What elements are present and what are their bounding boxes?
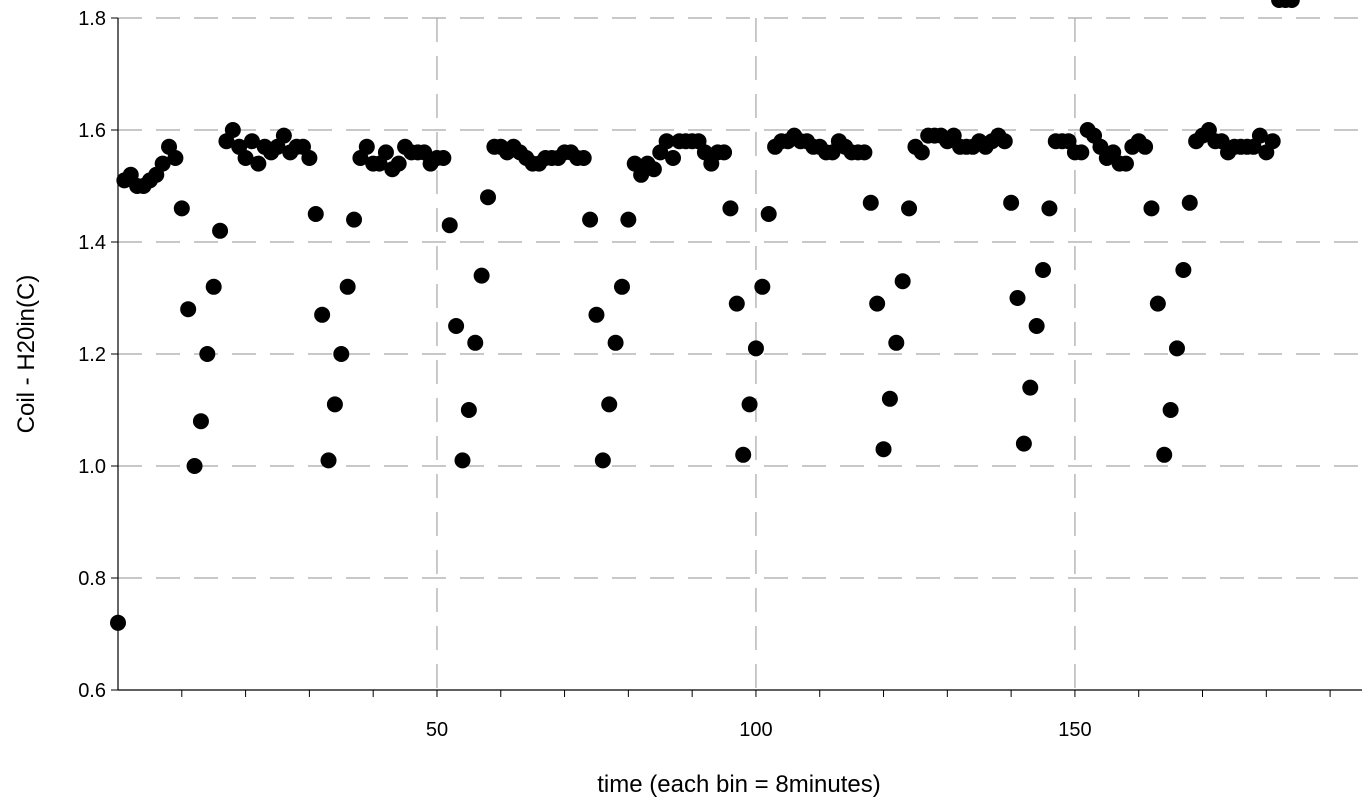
y-tick-label: 1.6 — [78, 120, 106, 142]
data-point — [869, 295, 886, 312]
data-point — [1143, 200, 1160, 217]
data-point — [913, 144, 930, 161]
data-point — [1137, 138, 1154, 155]
data-point — [307, 206, 324, 222]
data-point — [301, 150, 318, 166]
data-point — [594, 452, 611, 469]
data-point — [167, 150, 184, 166]
y-axis-title: Coil - H20in(C) — [13, 275, 40, 434]
y-tick-label: 1.8 — [78, 8, 106, 30]
data-point — [339, 278, 356, 295]
data-point — [199, 346, 216, 362]
data-point — [441, 217, 458, 234]
data-point — [901, 200, 918, 217]
data-point — [728, 295, 745, 312]
data-point — [1156, 446, 1173, 463]
data-point — [1003, 194, 1020, 211]
x-tick-label: 50 — [426, 719, 448, 741]
data-point — [346, 211, 363, 228]
tick-marks — [111, 17, 1331, 697]
data-point — [1117, 155, 1134, 172]
x-tick-label: 100 — [739, 719, 772, 741]
data-point — [722, 200, 739, 217]
data-point — [735, 446, 752, 463]
data-point — [154, 155, 171, 172]
data-point — [1149, 295, 1166, 312]
y-tick-label: 1.4 — [78, 232, 106, 254]
data-point — [1041, 200, 1058, 217]
data-point — [1028, 318, 1045, 334]
data-point — [1073, 144, 1090, 161]
data-point — [856, 144, 873, 161]
data-point — [333, 346, 350, 362]
data-point — [205, 278, 222, 295]
data-point — [881, 390, 898, 407]
data-point — [224, 122, 241, 138]
data-point — [862, 194, 879, 211]
data-point — [620, 211, 637, 228]
data-point — [575, 150, 592, 166]
data-point — [435, 150, 452, 166]
data-point — [588, 306, 605, 323]
data-point — [243, 133, 260, 150]
data-point — [875, 441, 892, 458]
tick-labels: 0.6 0.8 1.0 1.2 1.4 1.6 1.8 50 100 150 — [78, 8, 1091, 741]
data-point — [314, 306, 331, 323]
data-point — [601, 396, 618, 413]
data-point — [390, 155, 407, 172]
x-tick-label: 150 — [1058, 719, 1091, 741]
data-point — [582, 211, 599, 228]
data-point — [326, 396, 343, 413]
data-point — [454, 452, 471, 469]
data-point — [358, 138, 375, 155]
data-point — [607, 334, 624, 351]
data-point — [480, 189, 497, 206]
data-point — [250, 155, 267, 172]
data-point — [888, 334, 905, 351]
data-point — [173, 200, 190, 217]
data-point — [473, 267, 490, 284]
data-point — [110, 614, 126, 631]
data-point — [996, 133, 1013, 150]
data-point — [1035, 262, 1052, 278]
data-point — [894, 273, 911, 290]
data-point — [1175, 262, 1192, 278]
data-point — [180, 301, 197, 318]
data-point — [1162, 402, 1179, 418]
data-point — [448, 318, 465, 334]
data-point — [1009, 290, 1026, 306]
data-point — [1264, 133, 1281, 150]
data-point — [741, 396, 758, 413]
data-point — [613, 278, 630, 295]
data-point — [275, 127, 292, 144]
data-point — [237, 150, 254, 166]
data-point — [1168, 340, 1185, 357]
data-point — [212, 222, 229, 239]
data-point — [1022, 379, 1039, 396]
y-tick-label: 1.0 — [78, 456, 106, 478]
data-point — [1251, 127, 1268, 144]
data-point — [658, 133, 675, 150]
x-axis-title: time (each bin = 8minutes) — [597, 771, 880, 798]
y-tick-label: 1.2 — [78, 344, 106, 366]
data-point — [665, 150, 682, 166]
y-tick-label: 0.6 — [78, 680, 106, 702]
data-point — [460, 402, 477, 418]
data-point — [754, 278, 771, 295]
y-tick-label: 0.8 — [78, 568, 106, 590]
data-points — [110, 0, 1300, 631]
data-point — [716, 144, 733, 161]
data-point — [192, 413, 209, 430]
data-point — [186, 458, 203, 474]
data-point — [1015, 435, 1032, 452]
data-point — [645, 161, 662, 178]
data-point — [1283, 0, 1300, 8]
data-point — [377, 144, 394, 161]
data-point — [320, 452, 337, 469]
data-point — [747, 340, 764, 357]
data-point — [467, 334, 484, 351]
data-point — [1181, 194, 1198, 211]
data-point — [760, 206, 777, 222]
